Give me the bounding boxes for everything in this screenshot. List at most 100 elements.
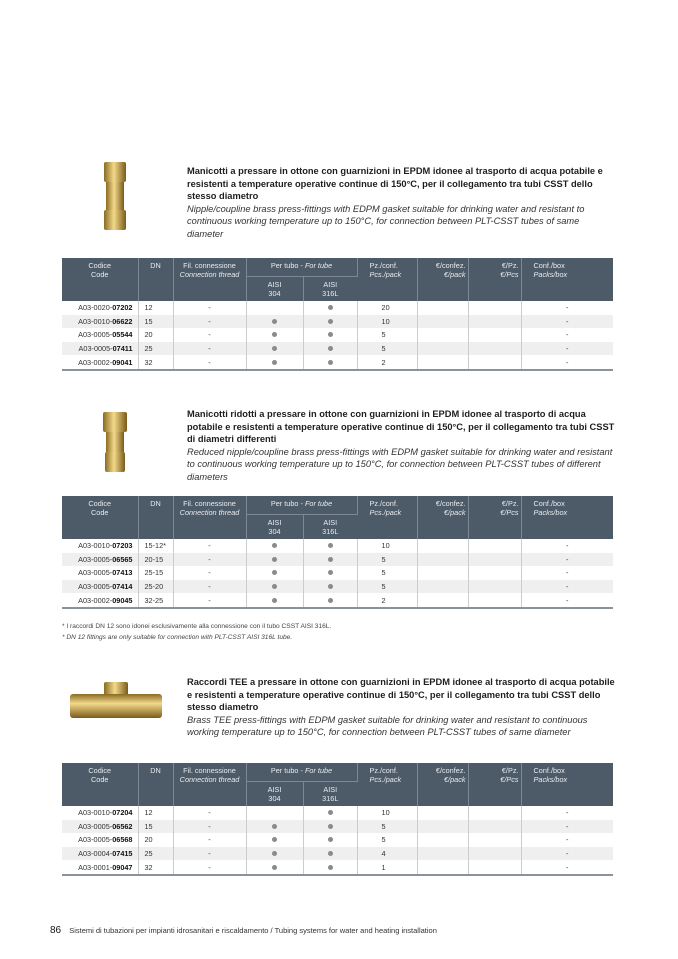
packs-per-box: -: [521, 860, 614, 876]
pcs-per-pack: 20: [357, 301, 418, 315]
eur-per-pcs: [468, 566, 522, 580]
availability-dot-icon: [327, 556, 333, 562]
product-image-brass-tee: [68, 680, 164, 733]
col-aisi-316l: AISI 316L: [303, 781, 358, 806]
footnote: * I raccordi DN 12 sono idonei esclusiva…: [62, 623, 332, 641]
product-code: A03-0001-09047: [62, 860, 139, 876]
dn-value: 20: [138, 328, 174, 342]
table-row: A03-0002-09041 32 - 2 -: [62, 355, 614, 371]
table-row: A03-0002-09045 32-25 - 2 -: [62, 593, 614, 609]
availability-dot-icon: [327, 851, 333, 857]
dn-value: 15: [138, 819, 174, 834]
aisi-316l-mark: [303, 566, 358, 580]
aisi-316l-mark: [303, 355, 358, 371]
eur-per-pcs: [468, 539, 522, 553]
pcs-per-pack: 5: [357, 566, 418, 580]
product-image-reduced-brass-coupling: [100, 410, 130, 479]
eur-per-pack: [417, 341, 469, 356]
aisi-316l-mark: [303, 819, 358, 834]
eur-per-pack: [417, 860, 469, 876]
eur-per-pcs: [468, 819, 522, 834]
availability-dot-icon: [327, 837, 333, 843]
col-code: Codice Code: [62, 763, 139, 806]
aisi-304-mark: [246, 593, 304, 609]
col-eur-pcs: €/Pz. €/Pcs: [468, 258, 522, 301]
col-dn: DN: [138, 258, 174, 301]
aisi-316l-mark: [303, 846, 358, 861]
pcs-per-pack: 5: [357, 341, 418, 356]
eur-per-pack: [417, 579, 469, 594]
aisi-304-mark: [246, 355, 304, 371]
thread-value: -: [173, 566, 247, 580]
thread-value: -: [173, 593, 247, 609]
availability-dot-icon: [272, 597, 277, 603]
eur-per-pack: [417, 355, 469, 371]
title-italian: Manicotti a pressare in ottone con guarn…: [187, 166, 603, 201]
col-packs-box: Conf./box Packs/box: [521, 763, 614, 806]
col-packs-box: Conf./box Packs/box: [521, 496, 614, 539]
availability-dot-icon: [327, 584, 333, 590]
aisi-304-mark: [246, 819, 304, 834]
pcs-per-pack: 10: [357, 314, 418, 329]
pcs-per-pack: 10: [357, 539, 418, 553]
availability-dot-icon: [272, 584, 277, 590]
col-pcs-pack: Pz./conf. Pcs./pack: [357, 496, 418, 539]
product-code: A03-0002-09041: [62, 355, 139, 371]
dn-value: 12: [138, 301, 174, 315]
product-table: Codice Code DN Fil. connessione Connection…: [62, 258, 614, 371]
availability-dot-icon: [327, 823, 333, 829]
eur-per-pcs: [468, 355, 522, 371]
col-for-tube: Per tubo - For tube: [246, 258, 358, 277]
packs-per-box: -: [521, 314, 614, 329]
aisi-304-mark: [246, 579, 304, 594]
page-number: 86: [50, 925, 62, 936]
packs-per-box: -: [566, 303, 569, 313]
eur-per-pcs: [468, 341, 522, 356]
aisi-316l-mark: [303, 301, 358, 315]
product-code: A03-0005-06568: [62, 833, 139, 847]
aisi-316l-mark: [303, 833, 358, 847]
aisi-316l-mark: [303, 860, 358, 876]
packs-per-box: -: [566, 568, 569, 578]
pcs-per-pack: 5: [357, 579, 418, 594]
col-packs-box: Conf./box Packs/box: [521, 258, 614, 301]
availability-dot-icon: [272, 837, 277, 843]
aisi-304-mark: [246, 328, 304, 342]
availability-dot-icon: [327, 570, 333, 576]
eur-per-pcs: [468, 314, 522, 329]
availability-dot-icon: [272, 851, 277, 857]
eur-per-pack: [417, 833, 469, 847]
product-table: Codice Code DN Fil. connessione Connection…: [62, 496, 614, 609]
thread-value: -: [173, 328, 247, 342]
product-code: A03-0002-09045: [62, 593, 139, 609]
col-eur-pack: €/confez. €/pack: [417, 496, 469, 539]
section-title: Raccordi TEE a pressare in ottone con gu…: [187, 676, 617, 739]
availability-dot-icon: [327, 543, 333, 549]
aisi-304-mark: [246, 341, 304, 356]
col-eur-pack: €/confez. €/pack: [417, 763, 469, 806]
eur-per-pack: [417, 301, 469, 315]
packs-per-box: -: [521, 846, 614, 861]
pcs-per-pack: 4: [357, 846, 418, 861]
table-row: A03-0005-07413 25-15 - 5 -: [62, 566, 613, 580]
pcs-per-pack: 2: [357, 593, 418, 609]
page-footer: 86 Sistemi di tubazioni per impianti idr…: [50, 925, 437, 936]
col-pcs-pack: Pz./conf. Pcs./pack: [357, 763, 418, 806]
pcs-per-pack: 1: [357, 860, 418, 876]
availability-dot-icon: [327, 305, 333, 311]
packs-per-box: -: [521, 593, 614, 609]
product-image-brass-coupling: [100, 160, 130, 237]
table-row: A03-0004-07415 25 - 4 -: [62, 846, 614, 861]
aisi-316l-mark: [303, 539, 358, 553]
col-aisi-316l: AISI 316L: [303, 276, 358, 301]
aisi-304-mark: [246, 806, 304, 820]
availability-dot-icon: [272, 864, 277, 870]
availability-dot-icon: [272, 823, 277, 829]
thread-value: -: [173, 341, 247, 356]
dn-value: 20: [138, 833, 174, 847]
availability-dot-icon: [327, 359, 333, 365]
eur-per-pack: [417, 552, 469, 567]
packs-per-box: -: [566, 835, 569, 845]
availability-dot-icon: [327, 597, 333, 603]
